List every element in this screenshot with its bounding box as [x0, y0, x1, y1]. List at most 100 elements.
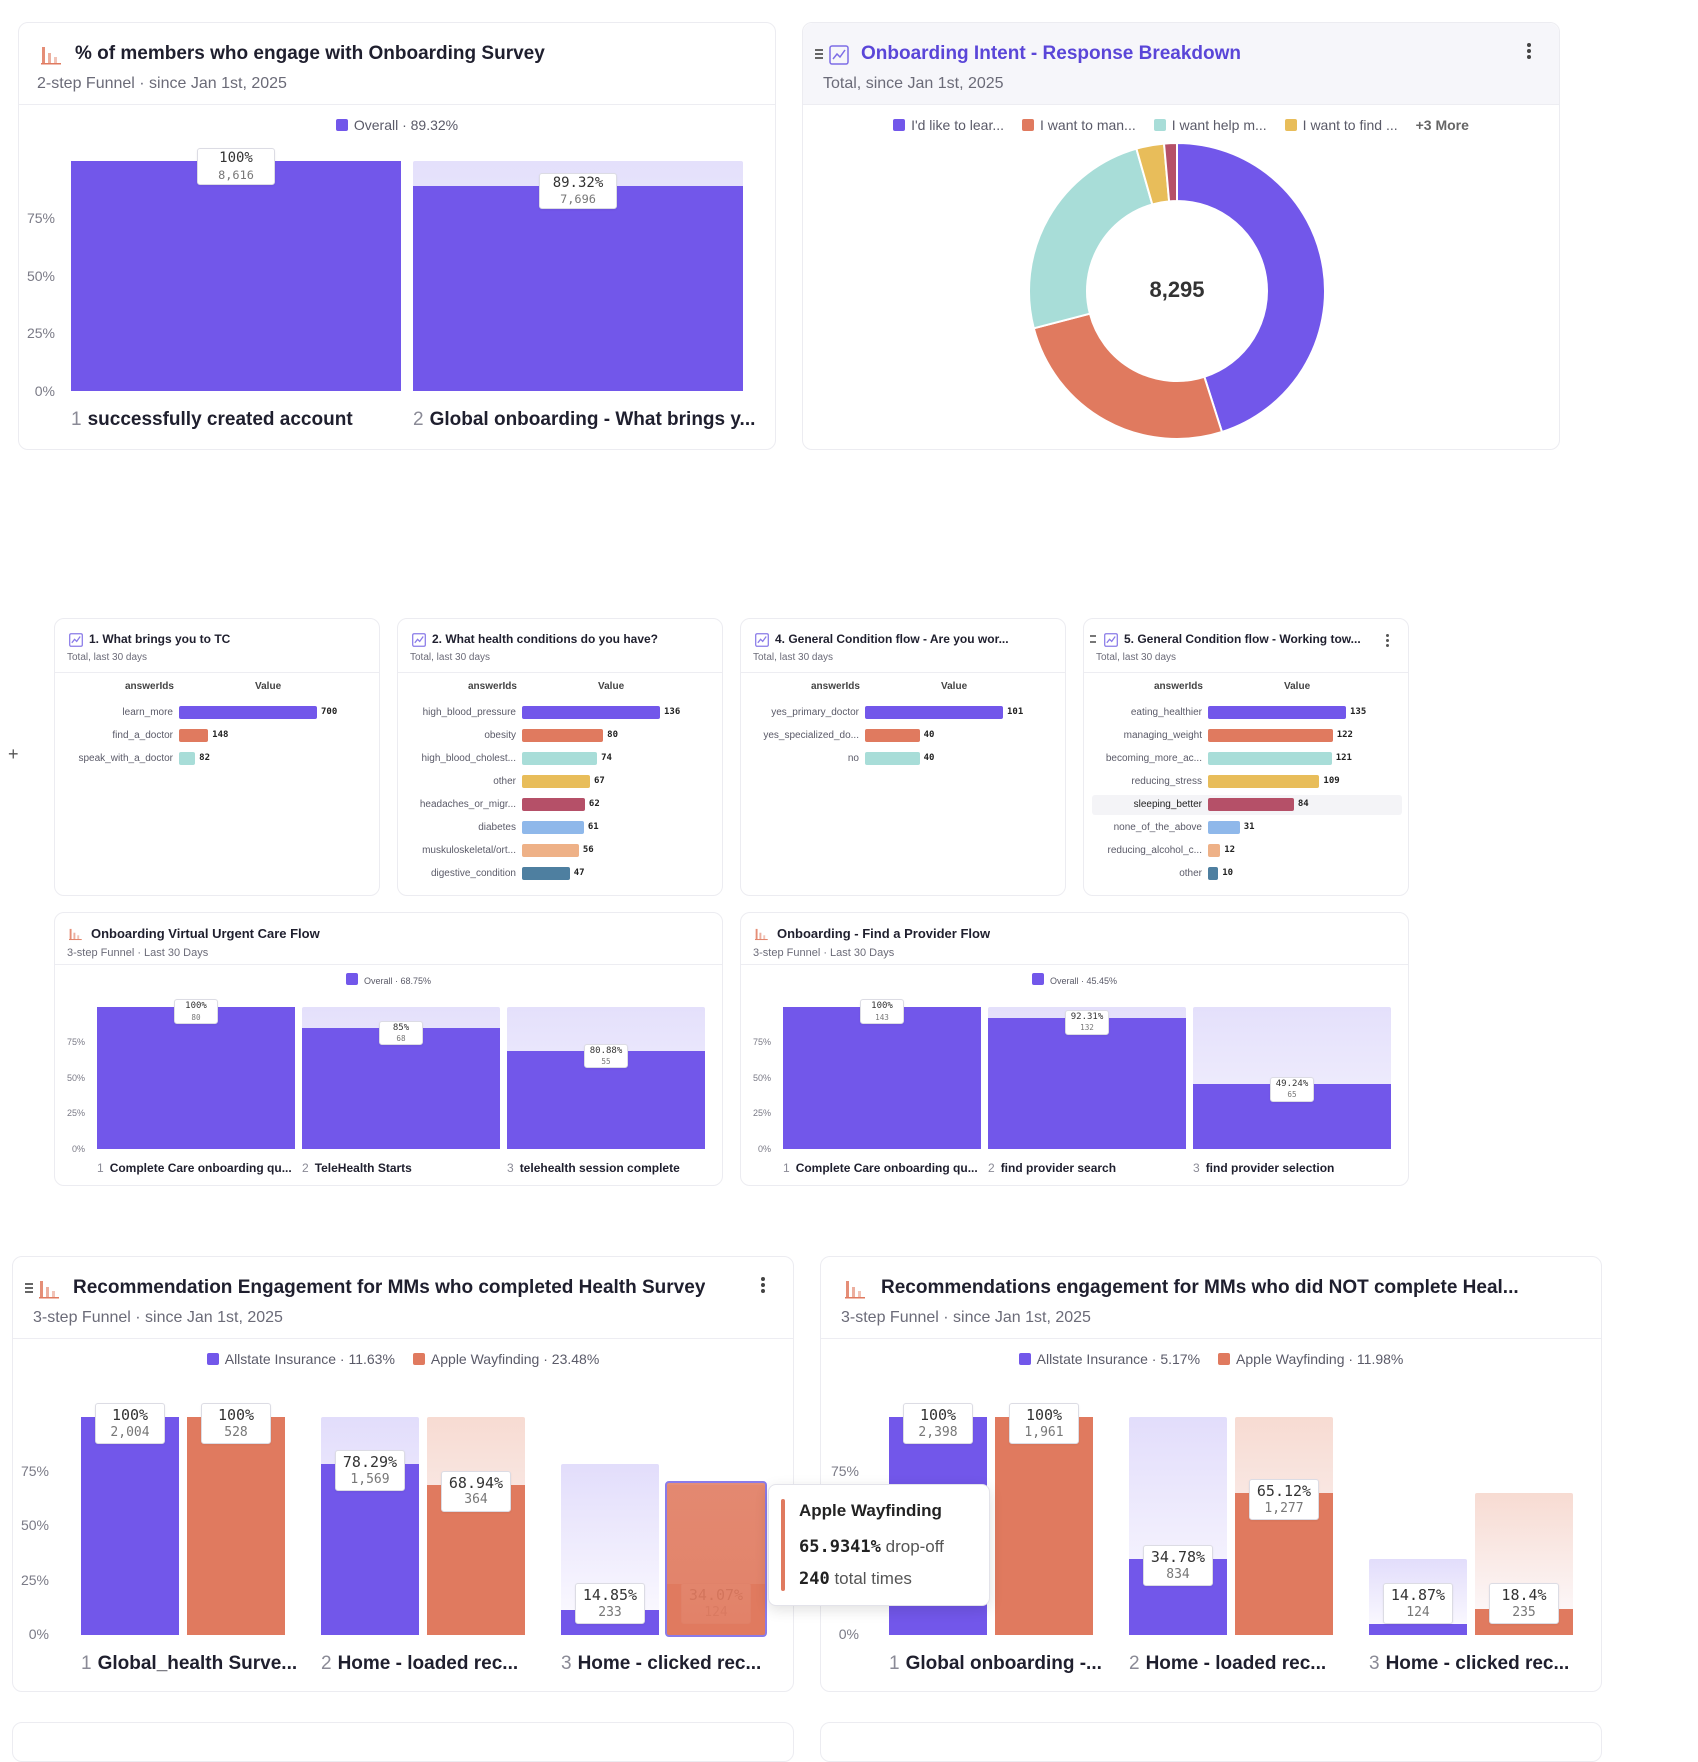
bar[interactable] [522, 752, 598, 765]
funnel-bar[interactable] [97, 1007, 295, 1149]
y-tick-label: 0% [838, 1626, 859, 1642]
step-label[interactable]: 2 Global onboarding - What brings y... [413, 409, 755, 431]
bar[interactable] [1208, 729, 1333, 742]
bar[interactable] [1208, 706, 1346, 719]
legend-item[interactable]: Overall · 45.45% [1031, 973, 1117, 986]
card-title[interactable]: Onboarding - Find a Provider Flow [777, 926, 991, 941]
bar[interactable] [865, 729, 920, 742]
bar[interactable] [1208, 821, 1240, 834]
donut-slice[interactable] [1176, 141, 1326, 434]
funnel-bar[interactable] [988, 1017, 1186, 1149]
donut-slice[interactable] [1032, 312, 1224, 440]
step-label[interactable]: 1 Complete Care onboarding qu... [97, 1161, 302, 1175]
step-label[interactable]: 2 find provider search [988, 1161, 1193, 1175]
step-label[interactable]: 1 Complete Care onboarding qu... [783, 1161, 988, 1175]
legend-item[interactable]: Apple Wayfinding · 11.98% [1218, 1351, 1403, 1367]
drag-handle-icon[interactable] [25, 1283, 33, 1293]
card-q1[interactable]: 1. What brings you to TC Total, last 30 d… [54, 618, 380, 896]
card-q4[interactable]: 4. General Condition flow - Are you wor.… [740, 618, 1066, 896]
step-label[interactable]: 1 Global_health Surve... [81, 1653, 315, 1675]
card-title[interactable]: Onboarding Virtual Urgent Care Flow [91, 926, 320, 941]
step-label[interactable]: 3 Home - clicked rec... [1369, 1653, 1603, 1675]
bar[interactable] [522, 729, 604, 742]
card-title[interactable]: Recommendations engagement for MMs who d… [881, 1277, 1519, 1298]
bar[interactable] [865, 752, 920, 765]
more-vertical-icon[interactable] [1386, 632, 1389, 649]
card-q2[interactable]: 2. What health conditions do you have? To… [397, 618, 723, 896]
step-label[interactable]: 3 find provider selection [1193, 1161, 1398, 1175]
card-subtitle: 3-step Funnel · Last 30 Days [67, 947, 209, 959]
card-q5[interactable]: 5. General Condition flow - Working tow.… [1083, 618, 1409, 896]
legend-item[interactable]: I want to find ... [1284, 117, 1398, 133]
legend-item[interactable]: Overall · 89.32% [335, 117, 458, 133]
card-title[interactable]: 2. What health conditions do you have? [432, 632, 659, 646]
bar[interactable] [1208, 798, 1294, 811]
legend-item[interactable]: I want help m... [1153, 117, 1267, 133]
card-virtual-urgent-care[interactable]: Onboarding Virtual Urgent Care Flow 3-st… [54, 912, 723, 1186]
bar[interactable] [1208, 867, 1219, 880]
bar[interactable] [1208, 752, 1332, 765]
card-rec-completed[interactable]: Recommendation Engagement for MMs who co… [12, 1256, 794, 1692]
donut-chart [1028, 141, 1326, 440]
bar-category-label: high_blood_pressure [422, 707, 516, 718]
funnel-bar[interactable] [1369, 1623, 1467, 1635]
step-label[interactable]: 3 telehealth session complete [507, 1161, 712, 1175]
funnel-bar[interactable] [783, 1007, 981, 1149]
legend-more-button[interactable]: +3 More [1415, 117, 1469, 133]
step-label[interactable]: 2 Home - loaded rec... [1129, 1653, 1363, 1675]
legend-item[interactable]: Apple Wayfinding · 23.48% [412, 1351, 599, 1367]
funnel-bar[interactable] [302, 1028, 500, 1149]
funnel-bar[interactable] [321, 1464, 419, 1635]
card-title[interactable]: Onboarding Intent - Response Breakdown [861, 43, 1242, 64]
donut-slice[interactable] [1028, 147, 1154, 330]
card-title[interactable]: 4. General Condition flow - Are you wor.… [775, 632, 1009, 646]
bar-value-label: 100% 2,398 [903, 1403, 973, 1444]
card-rec-not-completed[interactable]: Recommendations engagement for MMs who d… [820, 1256, 1602, 1692]
card-intent-breakdown[interactable]: Onboarding Intent - Response Breakdown T… [802, 22, 1560, 450]
bar-value-label: 100% 8,616 [197, 148, 275, 185]
more-vertical-icon[interactable] [761, 1275, 765, 1295]
card-title[interactable]: 1. What brings you to TC [89, 632, 231, 646]
funnel-bar[interactable] [71, 161, 401, 391]
more-vertical-icon[interactable] [1527, 41, 1531, 61]
bar[interactable] [522, 775, 590, 788]
bar[interactable] [865, 706, 1003, 719]
step-label[interactable]: 1 Global onboarding -... [889, 1653, 1123, 1675]
funnel-bar[interactable] [81, 1417, 179, 1635]
legend-item[interactable]: I'd like to lear... [893, 117, 1004, 133]
bar[interactable] [1208, 775, 1320, 788]
bar[interactable] [522, 706, 660, 719]
bar-value-label: 78.29% 1,569 [335, 1450, 405, 1492]
card-find-provider[interactable]: Onboarding - Find a Provider Flow 3-step… [740, 912, 1409, 1186]
bar[interactable] [522, 844, 579, 857]
funnel-bar[interactable] [413, 185, 743, 391]
card-title[interactable]: % of members who engage with Onboarding … [75, 43, 545, 64]
step-label[interactable]: 1 successfully created account [71, 409, 413, 431]
bar[interactable] [522, 798, 585, 811]
funnel-bar[interactable] [187, 1417, 285, 1635]
card-engage-funnel[interactable]: % of members who engage with Onboarding … [18, 22, 776, 450]
step-name: Global onboarding -... [905, 1653, 1102, 1674]
donut-slice[interactable] [1162, 141, 1178, 203]
drag-handle-icon[interactable] [1090, 635, 1096, 643]
bar[interactable] [522, 821, 584, 834]
step-label[interactable]: 2 Home - loaded rec... [321, 1653, 555, 1675]
add-row-icon[interactable]: + [8, 744, 19, 764]
card-title[interactable]: 5. General Condition flow - Working tow.… [1124, 632, 1361, 646]
bar[interactable] [179, 752, 196, 765]
funnel-bar[interactable] [995, 1417, 1093, 1635]
step-label[interactable]: 3 Home - clicked rec... [561, 1653, 795, 1675]
drag-handle-icon[interactable] [815, 49, 823, 59]
legend-item[interactable]: Allstate Insurance · 11.63% [206, 1351, 395, 1367]
bar-category-label: high_blood_cholest... [421, 753, 516, 764]
bar[interactable] [522, 867, 570, 880]
bar-category-label: sleeping_better [1133, 799, 1202, 810]
bar[interactable] [179, 729, 209, 742]
bar[interactable] [1208, 844, 1221, 857]
legend-item[interactable]: Allstate Insurance · 5.17% [1018, 1351, 1200, 1367]
legend-item[interactable]: I want to man... [1022, 117, 1136, 133]
bar[interactable] [179, 706, 317, 719]
step-label[interactable]: 2 TeleHealth Starts [302, 1161, 507, 1175]
legend-item[interactable]: Overall · 68.75% [345, 973, 431, 986]
card-title[interactable]: Recommendation Engagement for MMs who co… [73, 1277, 706, 1298]
